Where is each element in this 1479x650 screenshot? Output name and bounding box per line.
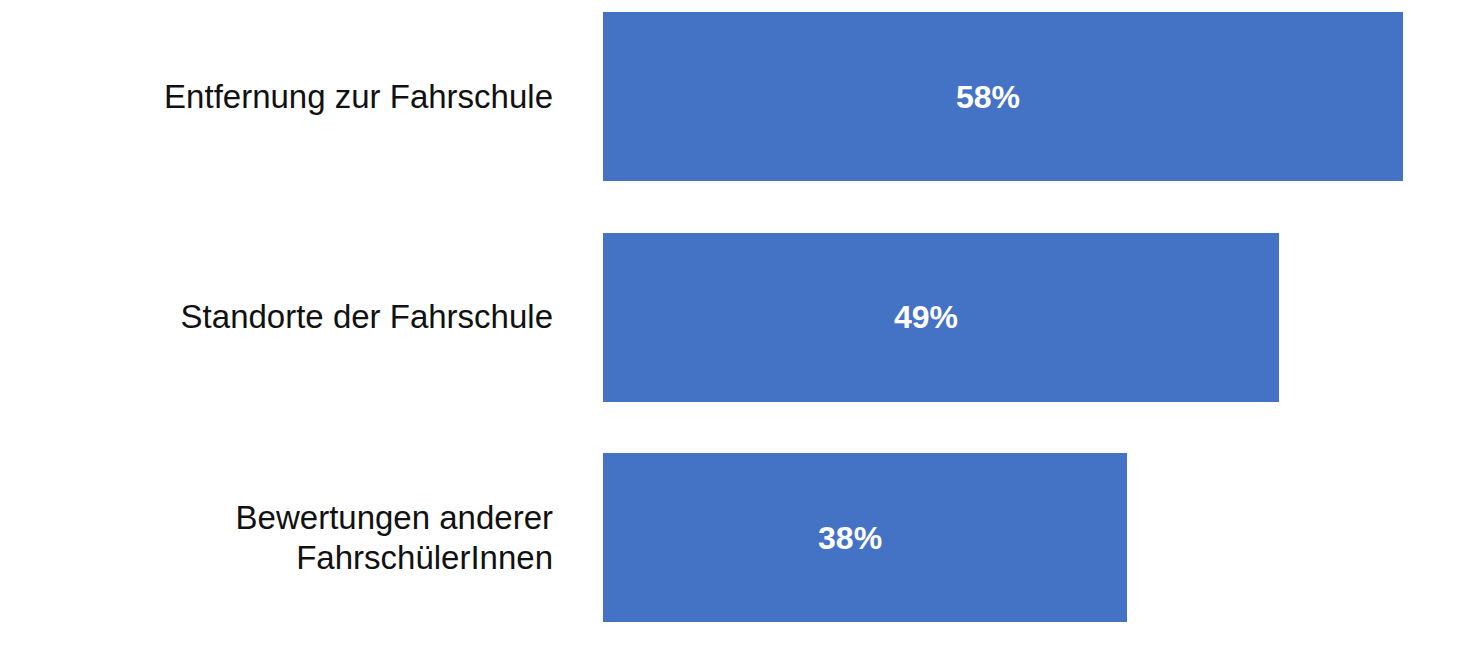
category-label-box: Entfernung zur Fahrschule xyxy=(53,12,553,181)
category-label-box: Standorte der Fahrschule xyxy=(53,233,553,402)
data-label: 38% xyxy=(750,518,950,558)
category-label: Standorte der Fahrschule xyxy=(181,297,553,337)
category-label-box: Bewertungen anderer FahrschülerInnen xyxy=(53,453,553,622)
data-label: 58% xyxy=(888,77,1088,117)
category-label: Entfernung zur Fahrschule xyxy=(164,77,553,117)
data-label: 49% xyxy=(826,297,1026,337)
category-label: Bewertungen anderer FahrschülerInnen xyxy=(53,498,553,578)
